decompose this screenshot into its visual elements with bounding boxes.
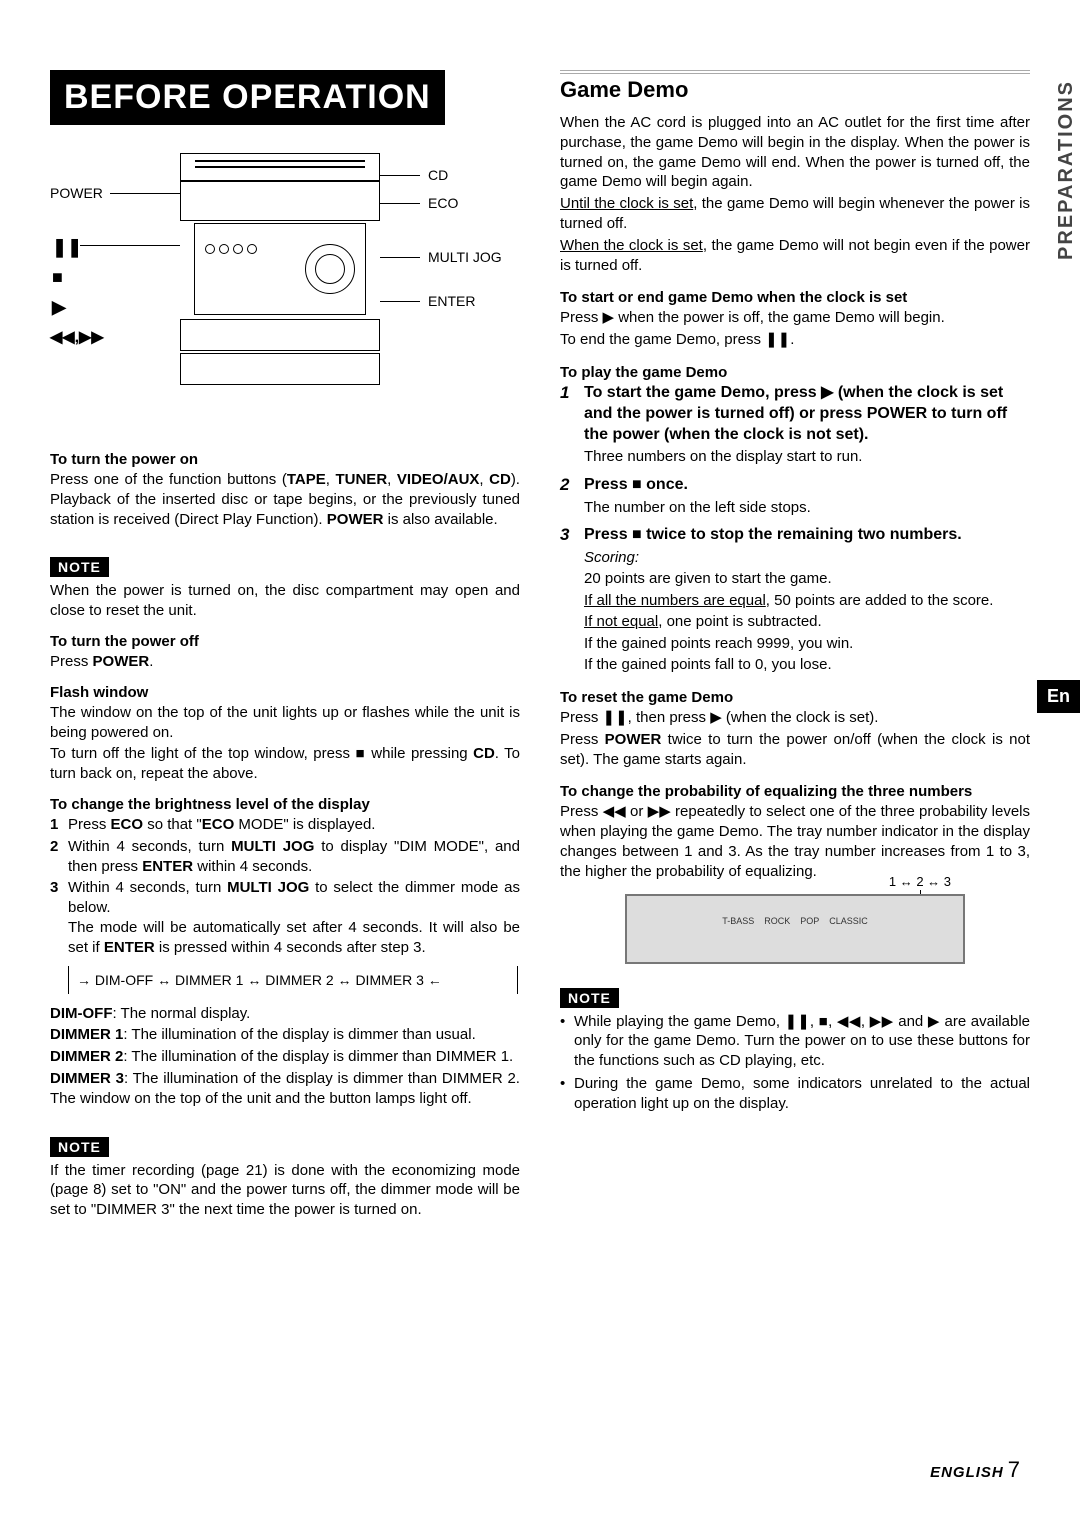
play-step-3: 3 Press ■ twice to stop the remaining tw…: [560, 525, 1030, 675]
step-2-title: Press ■ once.: [584, 475, 1030, 496]
note-timer-dimmer: If the timer recording (page 21) is done…: [50, 1161, 520, 1220]
heading-reset-demo: To reset the game Demo: [560, 689, 1030, 706]
brightness-step-1: Press ECO so that "ECO MODE" is displaye…: [50, 815, 520, 835]
play-step-2: 2 Press ■ once. The number on the left s…: [560, 475, 1030, 517]
scoring-equal: If all the numbers are equal, 50 points …: [584, 591, 1030, 611]
text-power-off: Press POWER.: [50, 652, 520, 672]
note-buttons-reserved: While playing the game Demo, ❚❚, ■, ◀◀, …: [560, 1012, 1030, 1071]
heading-game-demo: Game Demo: [560, 70, 1030, 103]
heading-brightness: To change the brightness level of the di…: [50, 796, 520, 813]
note-disc-compartment: When the power is turned on, the disc co…: [50, 581, 520, 621]
step-2-desc: The number on the left side stops.: [584, 498, 1030, 518]
tray-indicator-arrows: 1 ↔ 2 ↔ 3: [889, 874, 951, 889]
scoring-not-equal: If not equal, one point is subtracted.: [584, 612, 1030, 632]
note-tag: NOTE: [50, 1137, 109, 1157]
end-demo-text: To end the game Demo, press ❚❚.: [560, 330, 1030, 350]
note-tag: NOTE: [50, 557, 109, 577]
heading-start-end-demo: To start or end game Demo when the clock…: [560, 289, 1030, 306]
section-tab: PREPARATIONS: [1055, 80, 1078, 260]
reset-line-2: Press POWER twice to turn the power on/o…: [560, 730, 1030, 770]
page-footer: ENGLISH7: [930, 1457, 1020, 1483]
dim-off-desc: DIM-OFF: The normal display.: [50, 1004, 520, 1024]
manual-page: PREPARATIONS En BEFORE OPERATION P: [0, 0, 1080, 1513]
text-flash-2: To turn off the light of the top window,…: [50, 744, 520, 784]
scoring-start: 20 points are given to start the game.: [584, 569, 1030, 589]
label-multijog: MULTI JOG: [428, 249, 502, 265]
scoring-lose: If the gained points fall to 0, you lose…: [584, 655, 1030, 675]
play-icon: ▶: [52, 297, 66, 318]
step-3-title: Press ■ twice to stop the remaining two …: [584, 525, 1030, 546]
heading-play-demo: To play the game Demo: [560, 364, 1030, 381]
text-power-on: Press one of the function buttons (TAPE,…: [50, 470, 520, 529]
heading-power-on: To turn the power on: [50, 451, 520, 468]
right-column: Game Demo When the AC cord is plugged in…: [560, 70, 1030, 1232]
display-eq-labels: T-BASSROCKPOPCLASSIC: [627, 916, 963, 926]
stop-icon: ■: [52, 267, 63, 288]
dimmer-1-desc: DIMMER 1: The illumination of the displa…: [50, 1025, 520, 1045]
brightness-step-3: Within 4 seconds, turn MULTI JOG to sele…: [50, 878, 520, 957]
language-tab: En: [1037, 680, 1080, 713]
display-illustration: 1 ↔ 2 ↔ 3 T-BASSROCKPOPCLASSIC: [625, 894, 965, 964]
scoring-win: If the gained points reach 9999, you win…: [584, 634, 1030, 654]
reset-line-1: Press ❚❚, then press ▶ (when the clock i…: [560, 708, 1030, 728]
heading-power-off: To turn the power off: [50, 633, 520, 650]
step-1-desc: Three numbers on the display start to ru…: [584, 447, 1030, 467]
game-demo-intro: When the AC cord is plugged into an AC o…: [560, 113, 1030, 192]
heading-probability: To change the probability of equalizing …: [560, 783, 1030, 800]
note-indicators: During the game Demo, some indicators un…: [560, 1074, 1030, 1113]
pause-icon: ❚❚: [52, 237, 82, 258]
dimmer-2-desc: DIMMER 2: The illumination of the displa…: [50, 1047, 520, 1067]
two-column-layout: BEFORE OPERATION POWER ❚❚ ■: [50, 70, 1030, 1232]
footer-language: ENGLISH: [930, 1464, 1004, 1481]
device-diagram: POWER ❚❚ ■ ▶ ◀◀,▶▶ CD ECO MULTI JOG ENTE…: [50, 145, 520, 415]
label-eco: ECO: [428, 195, 458, 211]
probability-body: Press ◀◀ or ▶▶ repeatedly to select one …: [560, 802, 1030, 881]
clock-set-note: When the clock is set, the game Demo wil…: [560, 236, 1030, 276]
left-column: BEFORE OPERATION POWER ❚❚ ■: [50, 70, 520, 1232]
label-power: POWER: [50, 185, 103, 201]
scoring-label: Scoring:: [584, 548, 1030, 568]
heading-flash-window: Flash window: [50, 684, 520, 701]
start-demo-text: Press ▶ when the power is off, the game …: [560, 308, 1030, 328]
brightness-steps: Press ECO so that "ECO MODE" is displaye…: [50, 815, 520, 958]
note-tag: NOTE: [560, 988, 619, 1008]
text-flash-1: The window on the top of the unit lights…: [50, 703, 520, 743]
section-banner: BEFORE OPERATION: [50, 70, 445, 125]
step-1-title: To start the game Demo, press ▶ (when th…: [584, 383, 1030, 445]
rewind-ff-icon: ◀◀,▶▶: [50, 327, 104, 347]
footer-page-number: 7: [1008, 1457, 1020, 1482]
dimmer-cycle: → DIM-OFF ↔ DIMMER 1 ↔ DIMMER 2 ↔ DIMMER…: [68, 966, 518, 994]
play-step-1: 1 To start the game Demo, press ▶ (when …: [560, 383, 1030, 467]
game-demo-notes: While playing the game Demo, ❚❚, ■, ◀◀, …: [560, 1012, 1030, 1114]
label-enter: ENTER: [428, 293, 475, 309]
clock-not-set-note: Until the clock is set, the game Demo wi…: [560, 194, 1030, 234]
brightness-step-2: Within 4 seconds, turn MULTI JOG to disp…: [50, 837, 520, 877]
dimmer-3-desc: DIMMER 3: The illumination of the displa…: [50, 1069, 520, 1109]
label-cd: CD: [428, 167, 448, 183]
